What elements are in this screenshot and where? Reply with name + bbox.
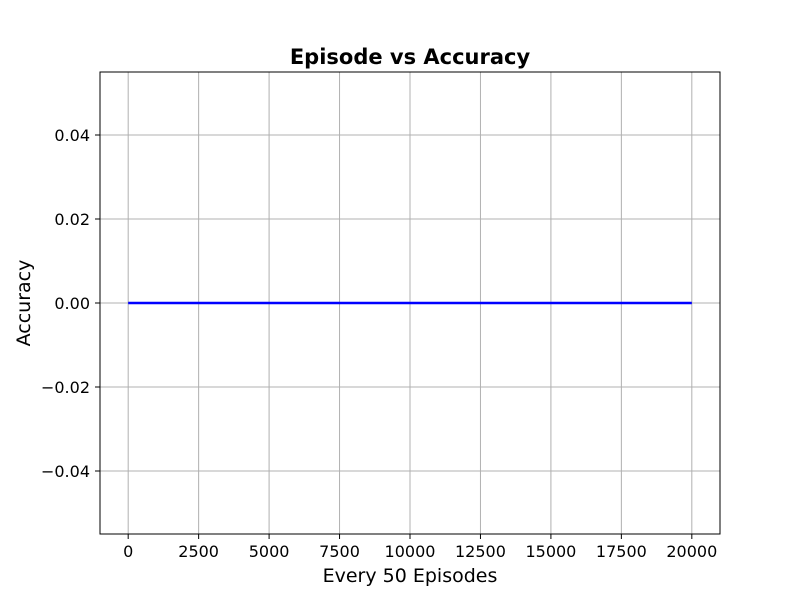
y-tick-label: −0.02 [41, 378, 90, 397]
x-tick-label: 5000 [249, 542, 290, 561]
y-axis-title: Accuracy [13, 260, 35, 347]
x-tick-label: 15000 [525, 542, 576, 561]
x-tick-label: 12500 [455, 542, 506, 561]
x-tick-label: 7500 [319, 542, 360, 561]
y-tick-label: 0.00 [54, 294, 90, 313]
y-tick-label: 0.02 [54, 210, 90, 229]
x-tick-label: 17500 [596, 542, 647, 561]
x-tick-label: 0 [123, 542, 133, 561]
y-tick-label: 0.04 [54, 126, 90, 145]
x-axis-title: Every 50 Episodes [323, 565, 498, 587]
y-tick-label: −0.04 [41, 462, 90, 481]
chart-title: Episode vs Accuracy [290, 45, 531, 69]
x-tick-label: 10000 [385, 542, 436, 561]
x-tick-label: 2500 [178, 542, 219, 561]
x-tick-label: 20000 [666, 542, 717, 561]
tick-layer: 0 2500 5000 7500 10000 12500 15000 17500 20000 −0… [41, 126, 717, 561]
